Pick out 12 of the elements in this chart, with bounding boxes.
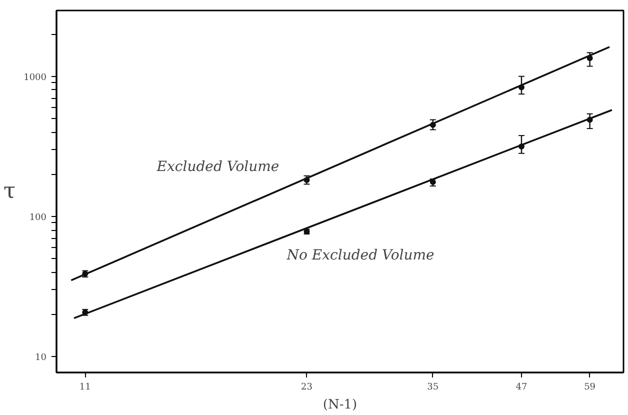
x-tick-label: 47 <box>516 382 528 392</box>
x-tick-label: 35 <box>427 382 439 392</box>
y-tick-label: 100 <box>29 212 47 223</box>
y-tick-label: 1000 <box>24 72 47 83</box>
series-label: Excluded Volume <box>156 159 280 176</box>
y-axis-title: τ <box>3 179 16 204</box>
series-label: No Excluded Volume <box>286 248 434 264</box>
x-tick-label: 11 <box>79 382 91 392</box>
x-tick-label: 23 <box>301 382 313 392</box>
y-tick-label: 10 <box>35 353 47 364</box>
x-axis-title: (N-1) <box>322 398 358 412</box>
x-tick-label: 59 <box>584 382 596 392</box>
